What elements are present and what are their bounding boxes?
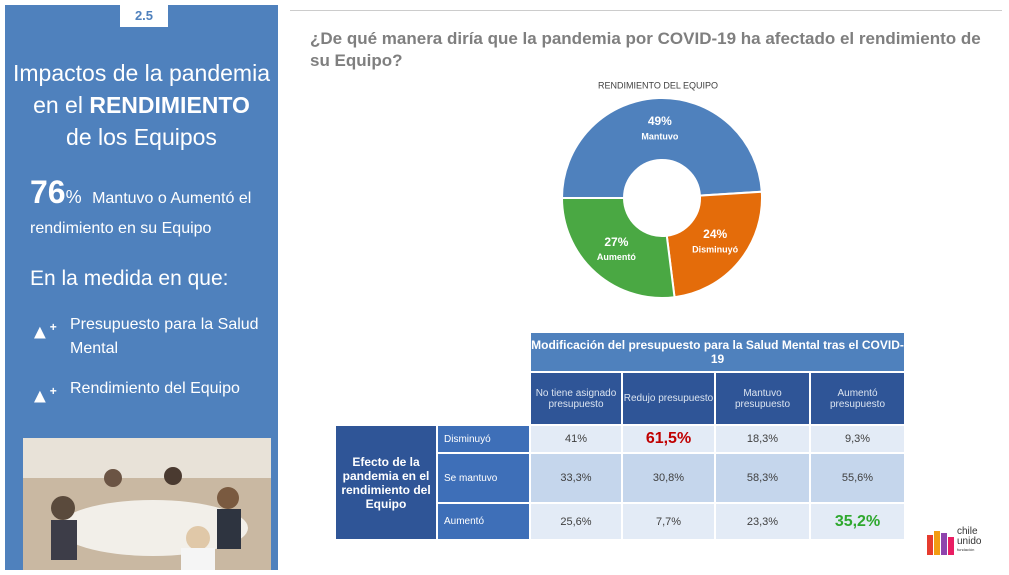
- category-label: Disminuyó: [692, 244, 739, 254]
- value-label: 24%: [703, 227, 727, 241]
- category-label: Mantuvo: [641, 131, 679, 141]
- row-label: Aumentó: [437, 503, 530, 540]
- stat-unit: %: [66, 187, 82, 207]
- bullet: ▲+Presupuesto para la Salud Mental: [30, 313, 270, 361]
- logo-word: unido: [957, 537, 981, 547]
- column-header: Mantuvo presupuesto: [715, 372, 810, 425]
- row-group: Efecto de la pandemia en el rendimiento …: [335, 425, 437, 540]
- donut-chart: RENDIMIENTO DEL EQUIPO 49% Mantuvo 24% Dism…: [540, 75, 790, 310]
- title-part: Impactos de la pandemia: [13, 60, 270, 86]
- table-cell: 55,6%: [810, 453, 905, 503]
- title-part: en el: [33, 92, 89, 118]
- sidebar-title: Impactos de la pandemia en el RENDIMIENT…: [5, 57, 278, 153]
- title-part: de los Equipos: [66, 124, 217, 150]
- value-label: 49%: [648, 114, 672, 128]
- question: ¿De qué manera diría que la pandemia por…: [310, 28, 1000, 72]
- table-cell: 7,7%: [622, 503, 715, 540]
- title-part: RENDIMIENTO: [89, 92, 250, 118]
- table-cell: 61,5%: [622, 425, 715, 453]
- column-header: Aumentó presupuesto: [810, 372, 905, 425]
- row-label: Se mantuvo: [437, 453, 530, 503]
- table-cell: 9,3%: [810, 425, 905, 453]
- stat-value: 76: [30, 174, 66, 210]
- sidebar: 2.5 Impactos de la pandemia en el RENDIM…: [5, 5, 278, 570]
- table-cell: 35,2%: [810, 503, 905, 540]
- badge: 2.5: [120, 5, 168, 27]
- table-cell: 30,8%: [622, 453, 715, 503]
- lead: En la medida en que:: [30, 267, 228, 291]
- table-cell: 41%: [530, 425, 622, 453]
- slide: 2.5 Impactos de la pandemia en el RENDIM…: [0, 0, 1009, 575]
- table-cell: 25,6%: [530, 503, 622, 540]
- value-label: 27%: [604, 235, 628, 249]
- row-label: Disminuyó: [437, 425, 530, 453]
- bullet: ▲+Rendimiento del Equipo: [30, 377, 270, 401]
- logo-word: fundación: [957, 547, 981, 553]
- logo-icon: [925, 527, 955, 557]
- table-cell: 33,3%: [530, 453, 622, 503]
- table-title: Modificación del presupuesto para la Sal…: [530, 332, 905, 372]
- bullet-text: Presupuesto para la Salud Mental: [70, 316, 259, 357]
- column-header: No tiene asignado presupuesto: [530, 372, 622, 425]
- table-cell: 58,3%: [715, 453, 810, 503]
- column-header: Redujo presupuesto: [622, 372, 715, 425]
- stat: 76% Mantuvo o Aumentó el rendimiento en …: [30, 177, 275, 244]
- category-label: Aumentó: [597, 252, 636, 262]
- divider: [290, 10, 1002, 11]
- bullet-text: Rendimiento del Equipo: [70, 380, 240, 397]
- table-cell: 18,3%: [715, 425, 810, 453]
- chart-title: RENDIMIENTO DEL EQUIPO: [598, 80, 718, 90]
- photo: [23, 438, 271, 570]
- table-cell: 23,3%: [715, 503, 810, 540]
- donut-slice: [562, 98, 762, 198]
